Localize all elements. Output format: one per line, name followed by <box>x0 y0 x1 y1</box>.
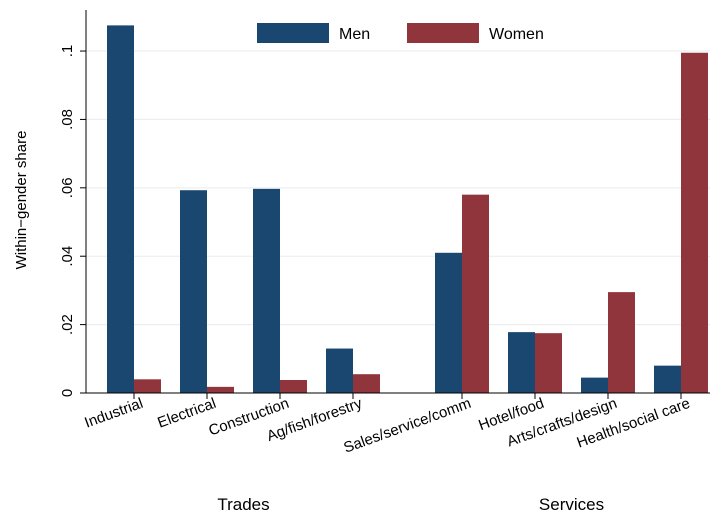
bar-women <box>681 52 708 393</box>
x-axis-category-labels: Industrial ElectricalConstructionAg/fish/… <box>82 393 692 457</box>
bar-men <box>107 25 134 393</box>
bars <box>107 25 708 393</box>
y-tick-label: .02 <box>59 314 76 335</box>
bar-women <box>535 333 562 393</box>
y-axis-label: Within−gender share <box>13 131 30 270</box>
group-labels: Trades Services <box>217 495 604 514</box>
x-category-label: Industrial <box>82 395 145 432</box>
y-axis-ticks: 0 .02 .04 .06 .08 .1 <box>59 45 86 397</box>
y-tick-label: 0 <box>59 389 76 397</box>
legend-swatch-men <box>257 23 329 43</box>
bar-women <box>608 292 635 393</box>
bar-men <box>654 365 681 393</box>
bar-men <box>253 188 280 393</box>
bar-women <box>462 194 489 393</box>
y-tick-label: .04 <box>59 246 76 267</box>
legend: Men Women <box>257 23 544 43</box>
y-tick-label: .1 <box>59 45 76 58</box>
bar-men <box>508 332 535 393</box>
bar-women <box>280 380 307 393</box>
y-tick-label: .06 <box>59 177 76 198</box>
legend-label: Women <box>489 26 544 43</box>
bar-men <box>435 252 462 393</box>
bar-men <box>326 348 353 393</box>
bar-men <box>180 190 207 393</box>
y-tick-label: .08 <box>59 109 76 130</box>
bar-women <box>207 386 234 393</box>
group-label: Services <box>539 495 604 514</box>
group-label: Trades <box>217 495 269 514</box>
gridlines <box>86 50 710 326</box>
bar-men <box>581 377 608 393</box>
axes <box>85 10 710 394</box>
bar-women <box>353 374 380 393</box>
bar-women <box>134 379 161 393</box>
legend-swatch-women <box>407 23 479 43</box>
legend-label: Men <box>339 26 370 43</box>
